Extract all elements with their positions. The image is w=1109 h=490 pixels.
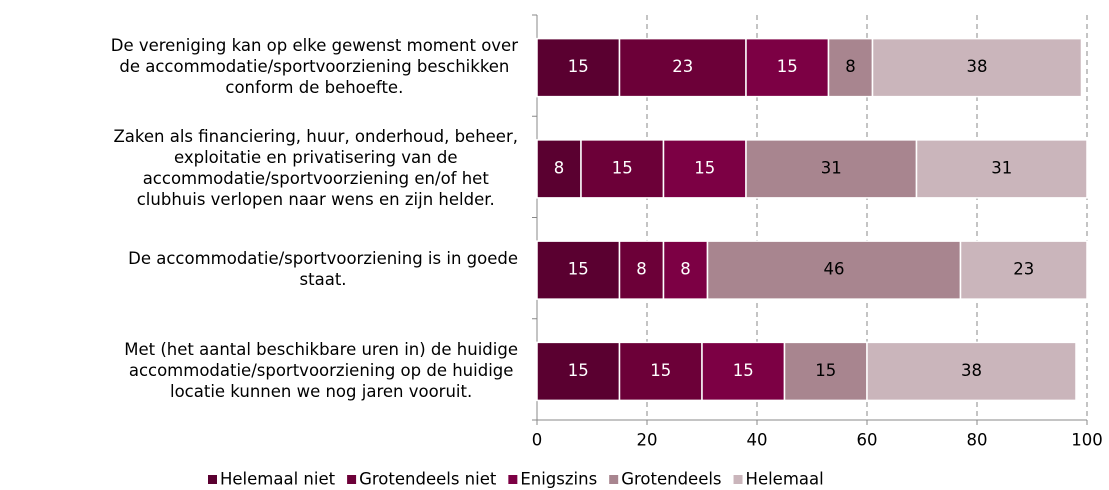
- category-label: De accommodatie/sportvoorziening is in g…: [128, 249, 518, 268]
- x-tick-label: 60: [857, 431, 878, 450]
- legend-item: Grotendeels: [609, 470, 722, 489]
- data-label: 15: [777, 57, 798, 76]
- category-label: Zaken als financiering, huur, onderhoud,…: [114, 127, 519, 146]
- data-label: 8: [680, 260, 691, 279]
- bar-segment: [662, 139, 747, 199]
- bar-segment: [871, 37, 1083, 98]
- data-label: 31: [991, 158, 1012, 177]
- category-label: accommodatie/sportvoorziening en/of het: [143, 169, 490, 188]
- bar-segment: [662, 240, 709, 300]
- data-label: 15: [815, 361, 836, 380]
- legend-label: Enigszins: [520, 470, 597, 489]
- bar-segment: [618, 240, 665, 300]
- legend-label: Grotendeels: [621, 470, 721, 489]
- data-label: 23: [672, 57, 693, 76]
- bar-segment: [866, 341, 1077, 402]
- bar-segment: [536, 139, 582, 199]
- data-label: 15: [733, 361, 754, 380]
- data-label: 8: [636, 260, 647, 279]
- category-label: accommodatie/sportvoorziening op de huid…: [129, 361, 514, 380]
- legend-label: Helemaal niet: [220, 470, 336, 489]
- bar-segment: [827, 37, 874, 98]
- data-label: 23: [1013, 260, 1034, 279]
- category-label: staat.: [300, 270, 347, 289]
- legend-label: Helemaal: [746, 470, 824, 489]
- bar-segment: [618, 37, 747, 98]
- data-label: 46: [824, 260, 845, 279]
- bar-segment: [706, 240, 962, 300]
- data-label: 15: [568, 57, 589, 76]
- category-label: de accommodatie/sportvoorziening beschik…: [119, 57, 509, 76]
- bar-segment: [536, 341, 621, 402]
- legend-swatch: [208, 475, 217, 484]
- bar-segment: [701, 341, 786, 402]
- data-label: 38: [961, 361, 982, 380]
- x-tick-label: 100: [1071, 431, 1103, 450]
- legend-label: Grotendeels niet: [359, 470, 497, 489]
- legend-swatch: [508, 475, 518, 484]
- bar-segment: [915, 139, 1088, 199]
- bar-segment: [618, 341, 703, 402]
- data-label: 15: [694, 158, 715, 177]
- legend-swatch: [347, 475, 357, 484]
- x-tick-label: 40: [747, 431, 768, 450]
- category-label: locatie kunnen we nog jaren vooruit.: [170, 382, 472, 401]
- legend-item: Helemaal: [733, 470, 824, 489]
- legend-item: Grotendeels niet: [347, 470, 497, 489]
- category-label: clubhuis verlopen naar wens en zijn held…: [137, 190, 495, 209]
- data-label: 15: [612, 158, 633, 177]
- category-label: De vereniging kan op elke gewenst moment…: [111, 36, 518, 55]
- data-label: 8: [554, 158, 565, 177]
- category-label: conform de behoefte.: [225, 78, 403, 97]
- category-label: exploitatie en privatisering van de: [174, 148, 458, 167]
- data-label: 8: [845, 57, 856, 76]
- x-tick-label: 20: [637, 431, 658, 450]
- x-tick-label: 80: [967, 431, 988, 450]
- x-tick-label: 0: [532, 431, 543, 450]
- data-label: 15: [568, 260, 589, 279]
- data-label: 38: [967, 57, 988, 76]
- bar-segment: [783, 341, 868, 402]
- data-label: 15: [650, 361, 671, 380]
- legend-swatch: [733, 475, 743, 484]
- category-label: Met (het aantal beschikbare uren in) de …: [124, 340, 518, 359]
- data-label: 15: [568, 361, 589, 380]
- legend-item: Enigszins: [508, 470, 597, 489]
- data-label: 31: [821, 158, 842, 177]
- bar-segment: [959, 240, 1088, 300]
- legend-item: Helemaal niet: [208, 470, 336, 489]
- legend-swatch: [609, 475, 619, 484]
